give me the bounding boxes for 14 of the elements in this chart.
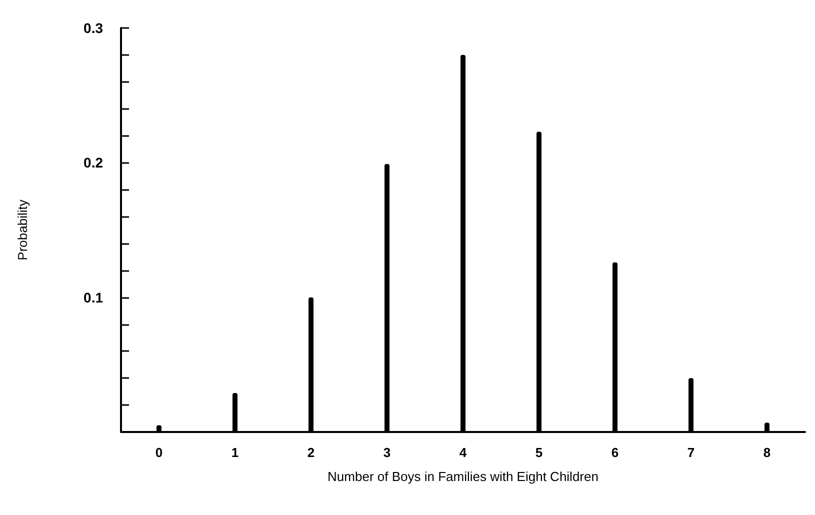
y-tick-label: 0.2 — [84, 154, 104, 171]
x-tick-label: 4 — [459, 445, 468, 460]
y-tick-label: 0.1 — [84, 289, 104, 306]
y-axis-title: Probability — [15, 199, 30, 260]
y-tick-label: 0.3 — [84, 20, 104, 36]
x-tick-label: 6 — [611, 445, 619, 460]
x-axis-title: Number of Boys in Families with Eight Children — [328, 469, 598, 484]
x-tick-label: 7 — [687, 445, 695, 460]
x-tick-label: 8 — [763, 445, 771, 460]
x-tick-label: 2 — [307, 445, 315, 460]
x-tick-label: 0 — [155, 445, 163, 460]
x-tick-label: 5 — [535, 445, 543, 460]
x-tick-label: 3 — [383, 445, 391, 460]
x-tick-label: 1 — [231, 445, 239, 460]
